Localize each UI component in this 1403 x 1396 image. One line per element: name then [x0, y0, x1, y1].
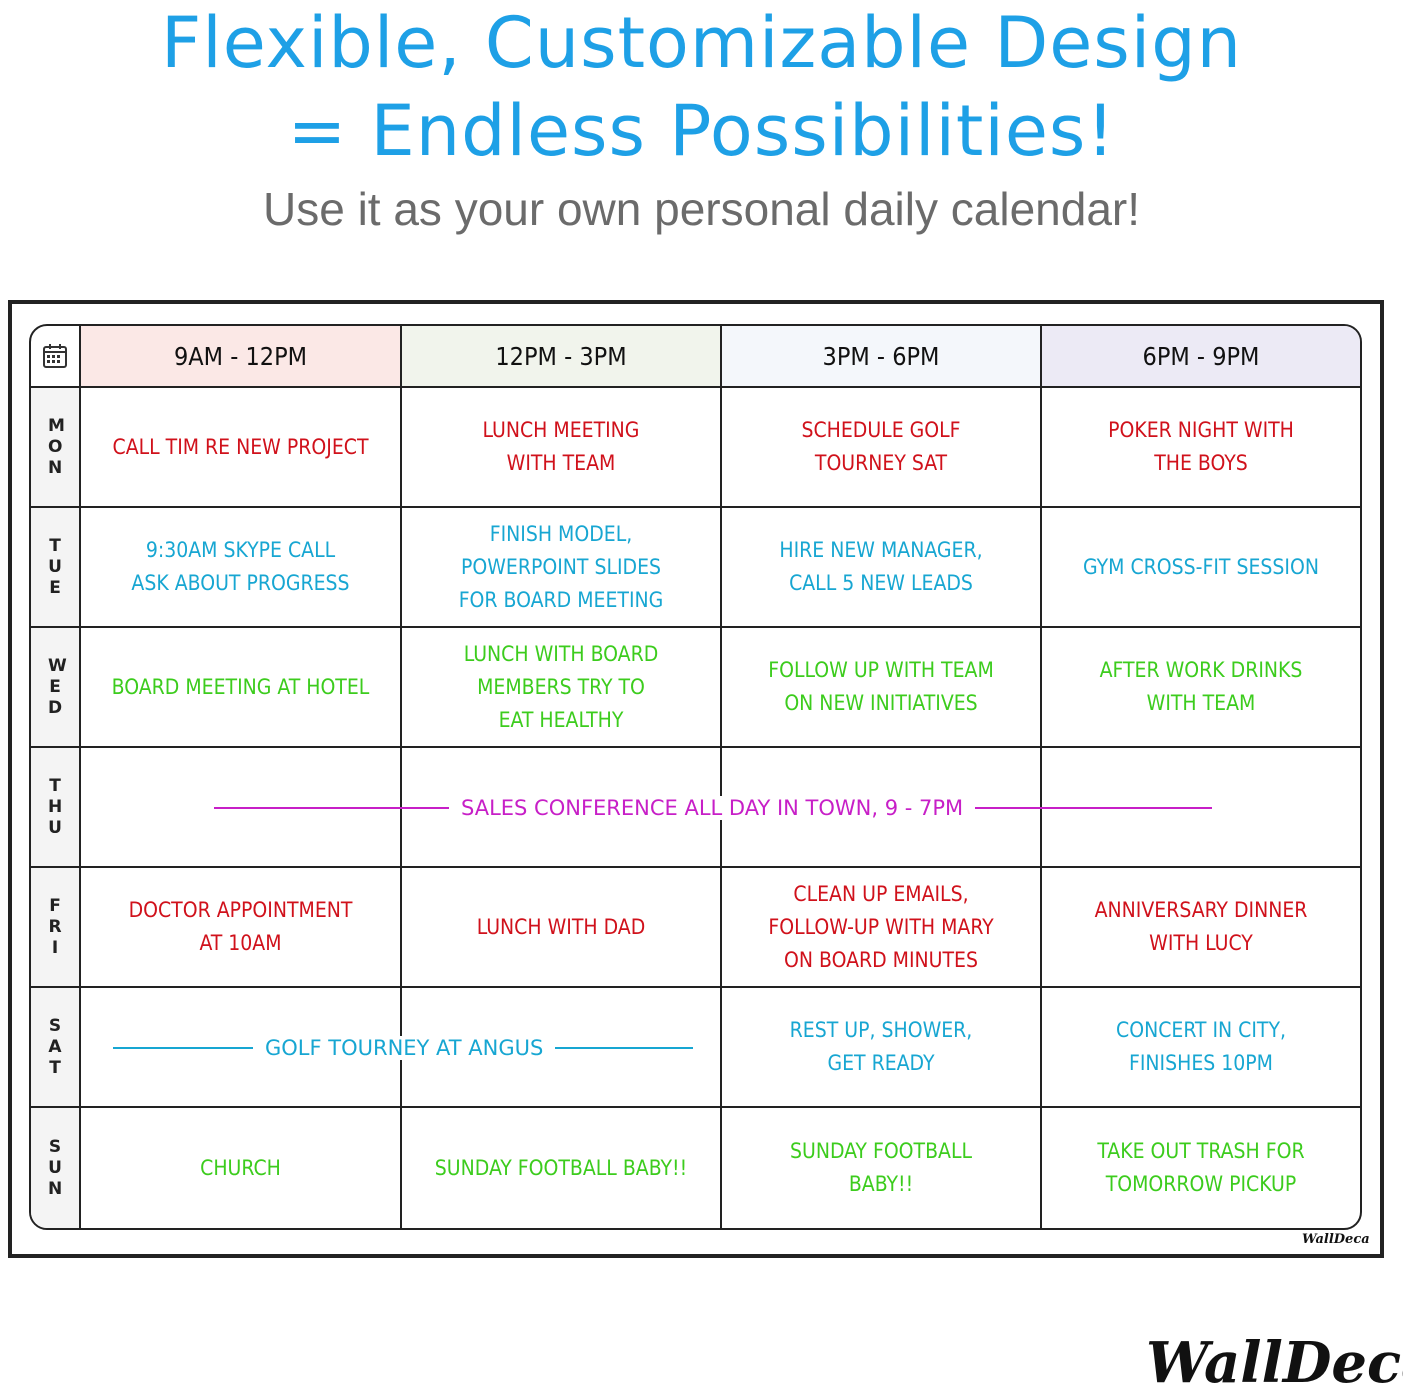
- schedule-cell: TAKE OUT TRASH FOR TOMORROW PICKUP: [1042, 1108, 1360, 1228]
- day-label-mon: MON: [31, 388, 81, 508]
- schedule-cell: SCHEDULE GOLF TOURNEY SAT: [722, 388, 1042, 508]
- schedule-cell: SUNDAY FOOTBALL BABY!!: [402, 1108, 722, 1228]
- day-label-sat: SAT: [31, 988, 81, 1108]
- schedule-cell: LUNCH MEETING WITH TEAM: [402, 388, 722, 508]
- brand-logo: WallDeca: [1146, 1330, 1403, 1396]
- column-header: 6PM - 9PM: [1042, 326, 1360, 388]
- subtitle: Use it as your own personal daily calend…: [262, 183, 1140, 235]
- day-label-text: FRI: [48, 895, 62, 958]
- day-label-tue: TUE: [31, 508, 81, 628]
- corner-cell: [31, 326, 81, 388]
- event-line-right: [975, 807, 1212, 809]
- all-day-event: GOLF TOURNEY AT ANGUS: [113, 988, 693, 1108]
- schedule-cell: DOCTOR APPOINTMENT AT 10AM: [81, 868, 402, 988]
- schedule-cell: REST UP, SHOWER, GET READY: [722, 988, 1042, 1108]
- event-line-right: [555, 1047, 693, 1049]
- day-label-text: SUN: [48, 1136, 63, 1199]
- schedule-cell: CHURCH: [81, 1108, 402, 1228]
- headline-line-2: = Endless Possibilities!: [287, 90, 1116, 172]
- event-line-left: [214, 807, 449, 809]
- day-label-text: THU: [48, 775, 63, 838]
- calendar-icon: [43, 344, 67, 368]
- schedule-cell: SUNDAY FOOTBALL BABY!!: [722, 1108, 1042, 1228]
- schedule-cell: HIRE NEW MANAGER, CALL 5 NEW LEADS: [722, 508, 1042, 628]
- schedule-cell: LUNCH WITH BOARD MEMBERS TRY TO EAT HEAL…: [402, 628, 722, 748]
- board-logo: WallDeca: [1302, 1232, 1370, 1247]
- day-label-sun: SUN: [31, 1108, 81, 1228]
- headline-line-1: Flexible, Customizable Design: [160, 2, 1243, 84]
- day-label-thu: THU: [31, 748, 81, 868]
- schedule-cell: 9:30AM SKYPE CALL ASK ABOUT PROGRESS: [81, 508, 402, 628]
- schedule-cell: LUNCH WITH DAD: [402, 868, 722, 988]
- schedule-cell: GYM CROSS-FIT SESSION: [1042, 508, 1360, 628]
- day-label-fri: FRI: [31, 868, 81, 988]
- day-label-text: SAT: [48, 1015, 62, 1078]
- schedule-cell: FOLLOW UP WITH TEAM ON NEW INITIATIVES: [722, 628, 1042, 748]
- schedule-cell: [402, 988, 722, 1108]
- day-label-wed: WED: [31, 628, 81, 748]
- event-text: SALES CONFERENCE ALL DAY IN TOWN, 9 - 7P…: [449, 796, 976, 820]
- column-header: 9AM - 12PM: [81, 326, 402, 388]
- day-label-text: MON: [48, 415, 65, 478]
- schedule-cell: CALL TIM RE NEW PROJECT: [81, 388, 402, 508]
- column-header: 3PM - 6PM: [722, 326, 1042, 388]
- schedule-cell: FINISH MODEL, POWERPOINT SLIDES FOR BOAR…: [402, 508, 722, 628]
- schedule-cell: ANNIVERSARY DINNER WITH LUCY: [1042, 868, 1360, 988]
- day-label-text: TUE: [48, 535, 62, 598]
- weekly-planner-grid: 9AM - 12PM 12PM - 3PM 3PM - 6PM 6PM - 9PM MO…: [29, 324, 1362, 1230]
- day-label-text: WED: [48, 655, 67, 718]
- schedule-cell: [1042, 748, 1360, 868]
- schedule-cell: CLEAN UP EMAILS, FOLLOW-UP WITH MARY ON …: [722, 868, 1042, 988]
- schedule-cell: CONCERT IN CITY, FINISHES 10PM: [1042, 988, 1360, 1108]
- column-header: 12PM - 3PM: [402, 326, 722, 388]
- all-day-event: SALES CONFERENCE ALL DAY IN TOWN, 9 - 7P…: [214, 748, 1212, 868]
- schedule-cell: BOARD MEETING AT HOTEL: [81, 628, 402, 748]
- schedule-cell: POKER NIGHT WITH THE BOYS: [1042, 388, 1360, 508]
- event-text: GOLF TOURNEY AT ANGUS: [253, 1036, 556, 1060]
- event-line-left: [113, 1047, 253, 1049]
- whiteboard-frame: [8, 300, 1384, 1258]
- schedule-cell: AFTER WORK DRINKS WITH TEAM: [1042, 628, 1360, 748]
